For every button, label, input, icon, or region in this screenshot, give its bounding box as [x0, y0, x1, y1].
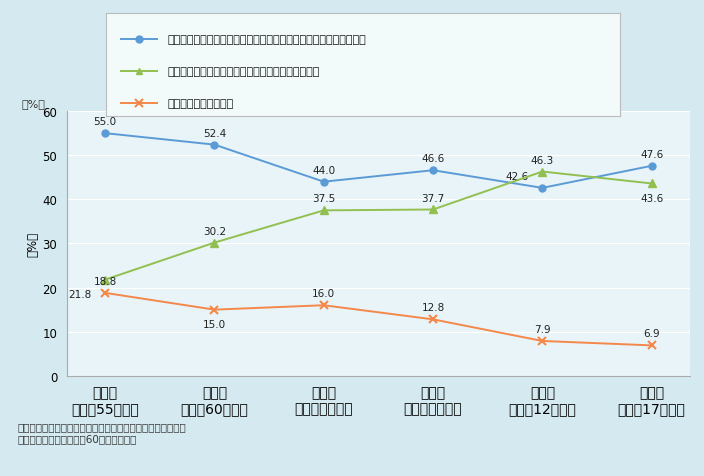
働けるうちに準備し、家族や公的な援助には頼らないようにすべき	[538, 186, 546, 191]
働けるうちに準備し、家族や公的な援助には頼らないようにすべき	[210, 142, 219, 148]
Text: 18.8: 18.8	[94, 277, 117, 287]
Text: 42.6: 42.6	[505, 171, 529, 181]
Line: 家族が面倒をみるべき: 家族が面倒をみるべき	[101, 289, 656, 350]
社会保障など公的な援助によってまかなわれるべき	[320, 208, 328, 214]
Text: 37.5: 37.5	[312, 194, 335, 204]
社会保障など公的な援助によってまかなわれるべき	[648, 181, 656, 187]
Text: 社会保障など公的な援助によってまかなわれるべき: 社会保障など公的な援助によってまかなわれるべき	[168, 67, 320, 77]
Text: 46.3: 46.3	[531, 155, 554, 165]
Text: 37.7: 37.7	[422, 193, 445, 203]
家族が面倒をみるべき	[320, 303, 328, 308]
Text: 15.0: 15.0	[203, 319, 226, 329]
Text: 52.4: 52.4	[203, 129, 226, 139]
Text: 家族が面倒をみるべき: 家族が面倒をみるべき	[168, 99, 234, 109]
社会保障など公的な援助によってまかなわれるべき	[101, 277, 109, 283]
社会保障など公的な援助によってまかなわれるべき	[210, 240, 219, 246]
働けるうちに準備し、家族や公的な援助には頼らないようにすべき	[648, 164, 656, 169]
Text: （%）: （%）	[21, 99, 45, 109]
Text: 43.6: 43.6	[640, 193, 663, 203]
Text: 47.6: 47.6	[640, 149, 663, 159]
働けるうちに準備し、家族や公的な援助には頼らないようにすべき	[320, 179, 328, 185]
Text: 30.2: 30.2	[203, 226, 226, 236]
社会保障など公的な援助によってまかなわれるべき	[538, 169, 546, 175]
Text: 46.6: 46.6	[422, 154, 445, 164]
働けるうちに準備し、家族や公的な援助には頼らないようにすべき	[101, 131, 109, 137]
Y-axis label: （%）: （%）	[27, 231, 39, 257]
Line: 社会保障など公的な援助によってまかなわれるべき: 社会保障など公的な援助によってまかなわれるべき	[101, 168, 656, 284]
Text: 55.0: 55.0	[94, 117, 117, 127]
家族が面倒をみるべき	[101, 290, 109, 296]
社会保障など公的な援助によってまかなわれるべき	[429, 207, 437, 213]
Text: 21.8: 21.8	[68, 289, 92, 299]
家族が面倒をみるべき	[648, 343, 656, 348]
Text: 資料：内閣府「高齢者の生活と意識に関する国際比較調査」
（注）調査対象は、全国60歳以上の男女: 資料：内閣府「高齢者の生活と意識に関する国際比較調査」 （注）調査対象は、全国6…	[18, 421, 187, 443]
家族が面倒をみるべき	[538, 338, 546, 344]
働けるうちに準備し、家族や公的な援助には頼らないようにすべき	[429, 168, 437, 174]
Text: 16.0: 16.0	[312, 288, 335, 298]
Text: 44.0: 44.0	[312, 165, 335, 175]
Text: 6.9: 6.9	[643, 329, 660, 339]
Line: 働けるうちに準備し、家族や公的な援助には頼らないようにすべき: 働けるうちに準備し、家族や公的な援助には頼らないようにすべき	[101, 130, 655, 192]
Text: 12.8: 12.8	[422, 303, 445, 313]
家族が面倒をみるべき	[210, 307, 219, 313]
Text: 働けるうちに準備し、家族や公的な援助には頼らないようにすべき: 働けるうちに準備し、家族や公的な援助には頼らないようにすべき	[168, 35, 366, 45]
Text: 7.9: 7.9	[534, 324, 551, 334]
家族が面倒をみるべき	[429, 317, 437, 323]
